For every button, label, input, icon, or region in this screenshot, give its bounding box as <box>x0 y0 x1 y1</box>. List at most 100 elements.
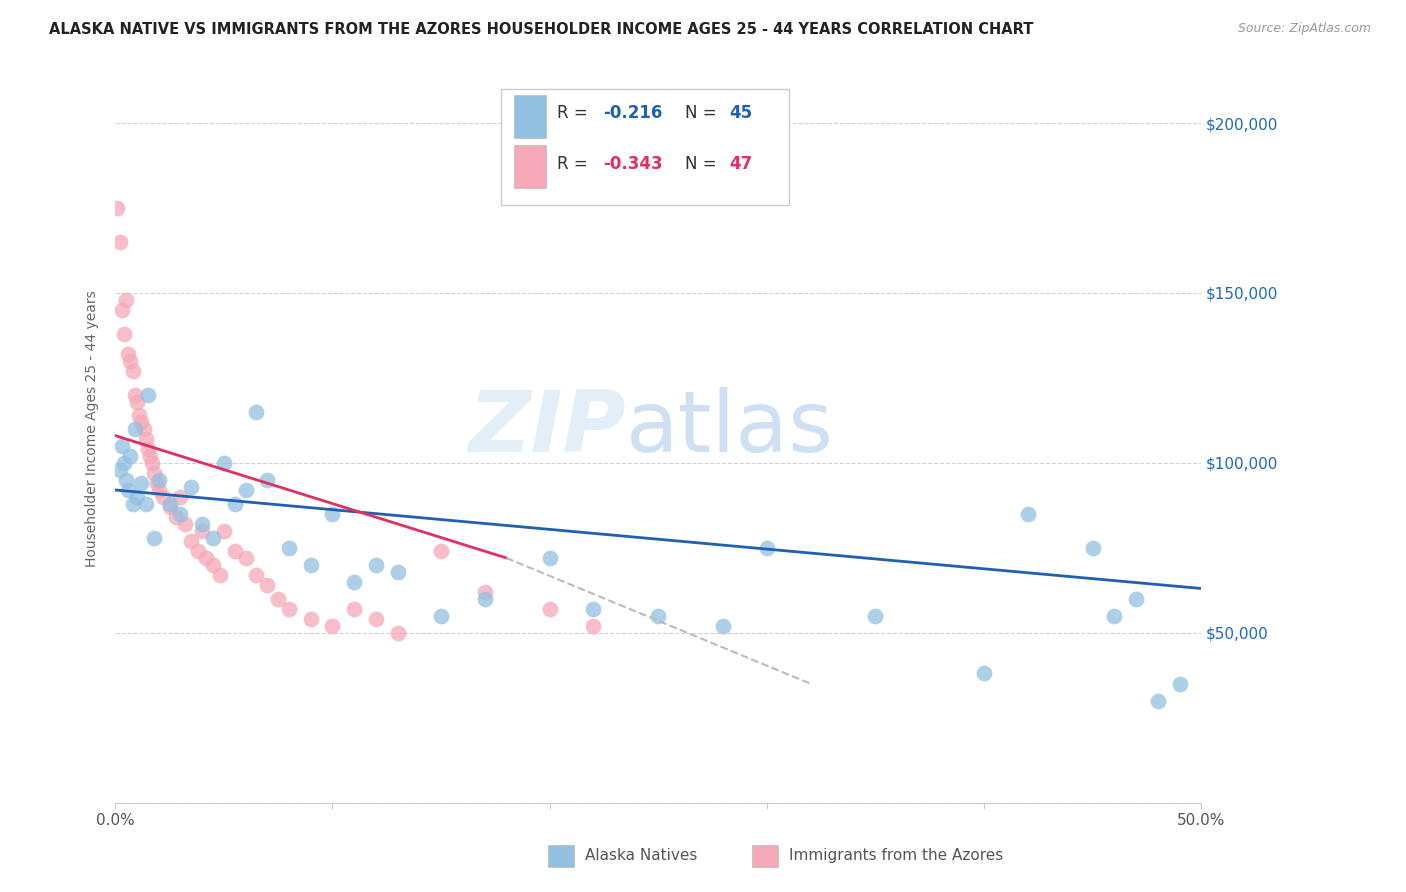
Text: Source: ZipAtlas.com: Source: ZipAtlas.com <box>1237 22 1371 36</box>
Point <box>117 483 139 497</box>
Point <box>343 602 366 616</box>
Point <box>256 473 278 487</box>
Point <box>713 619 735 633</box>
Point <box>321 619 343 633</box>
Point <box>111 439 134 453</box>
Point <box>343 574 366 589</box>
Point <box>117 347 139 361</box>
Point <box>115 293 138 307</box>
Point <box>208 568 231 582</box>
Point <box>267 591 290 606</box>
Point <box>139 449 162 463</box>
Point <box>1017 507 1039 521</box>
Text: atlas: atlas <box>626 387 834 470</box>
Text: N =: N = <box>686 104 723 122</box>
Point <box>141 456 163 470</box>
Point <box>278 541 301 555</box>
Point <box>131 415 153 429</box>
Point <box>256 578 278 592</box>
Point <box>112 456 135 470</box>
Point <box>125 394 148 409</box>
Point <box>1147 693 1170 707</box>
Point <box>136 388 159 402</box>
Point <box>212 524 235 538</box>
Text: R =: R = <box>557 104 593 122</box>
Point <box>278 602 301 616</box>
Point <box>108 462 131 476</box>
Point <box>107 201 129 215</box>
Point <box>165 510 187 524</box>
Point <box>143 531 166 545</box>
Point <box>538 602 561 616</box>
Point <box>1104 608 1126 623</box>
Text: -0.343: -0.343 <box>603 154 662 172</box>
FancyBboxPatch shape <box>501 89 789 204</box>
Text: Immigrants from the Azores: Immigrants from the Azores <box>789 848 1002 863</box>
Point <box>145 476 167 491</box>
Point <box>647 608 669 623</box>
FancyBboxPatch shape <box>513 145 547 188</box>
Point <box>191 516 214 531</box>
Point <box>120 354 142 368</box>
Point <box>538 550 561 565</box>
Text: -0.216: -0.216 <box>603 104 662 122</box>
Point <box>1168 676 1191 690</box>
Point <box>121 497 143 511</box>
Point <box>180 533 202 548</box>
Point <box>173 516 195 531</box>
Text: ALASKA NATIVE VS IMMIGRANTS FROM THE AZORES HOUSEHOLDER INCOME AGES 25 - 44 YEAR: ALASKA NATIVE VS IMMIGRANTS FROM THE AZO… <box>49 22 1033 37</box>
Point <box>124 422 146 436</box>
Point <box>755 541 778 555</box>
Point <box>132 422 155 436</box>
Point <box>187 544 209 558</box>
Point <box>387 565 409 579</box>
Text: R =: R = <box>557 154 593 172</box>
Point <box>582 602 605 616</box>
Point <box>124 388 146 402</box>
Point <box>108 235 131 249</box>
Point <box>120 449 142 463</box>
Point <box>152 490 174 504</box>
Point <box>202 531 225 545</box>
Point <box>299 612 322 626</box>
Point <box>125 490 148 504</box>
Point <box>128 409 150 423</box>
Point <box>865 608 887 623</box>
Point <box>180 479 202 493</box>
Point <box>202 558 225 572</box>
Point <box>115 473 138 487</box>
Text: 45: 45 <box>728 104 752 122</box>
Point <box>387 625 409 640</box>
Point <box>474 591 496 606</box>
Point <box>136 442 159 457</box>
Point <box>112 326 135 341</box>
Point <box>364 612 387 626</box>
Point <box>224 544 246 558</box>
Point <box>430 608 453 623</box>
Point <box>111 302 134 317</box>
Text: N =: N = <box>686 154 723 172</box>
Point <box>299 558 322 572</box>
Point <box>973 666 995 681</box>
Point <box>159 497 181 511</box>
Point <box>135 497 157 511</box>
Point <box>582 619 605 633</box>
Point <box>212 456 235 470</box>
Point <box>224 497 246 511</box>
Point <box>430 544 453 558</box>
Point <box>143 466 166 480</box>
Point <box>1125 591 1147 606</box>
Point <box>195 550 218 565</box>
Point <box>235 483 257 497</box>
Point <box>135 432 157 446</box>
Point <box>235 550 257 565</box>
Point <box>169 507 191 521</box>
Point <box>169 490 191 504</box>
Point <box>245 405 267 419</box>
Y-axis label: Householder Income Ages 25 - 44 years: Householder Income Ages 25 - 44 years <box>86 291 100 567</box>
Text: 47: 47 <box>728 154 752 172</box>
Text: Alaska Natives: Alaska Natives <box>585 848 697 863</box>
Text: ZIP: ZIP <box>468 387 626 470</box>
FancyBboxPatch shape <box>513 95 547 138</box>
Point <box>1081 541 1104 555</box>
